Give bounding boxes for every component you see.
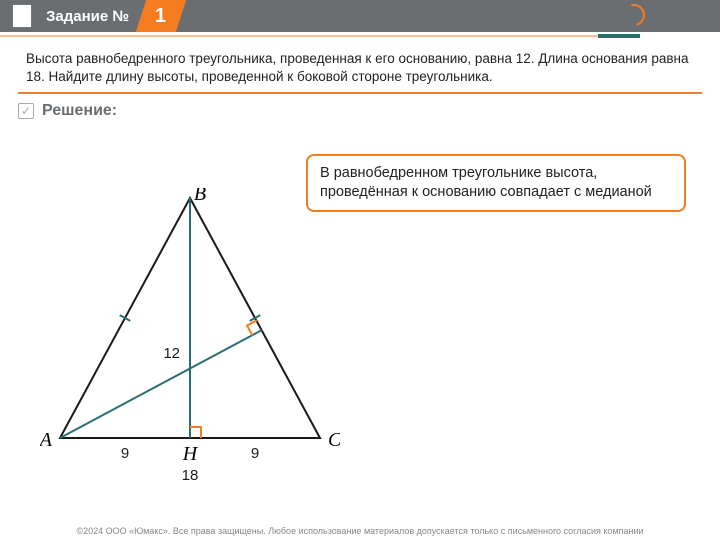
triangle-diagram: A B C H 12 9 9 18 (40, 188, 340, 498)
svg-text:H: H (182, 443, 199, 465)
task-number: 1 (156, 5, 167, 28)
svg-text:A: A (40, 429, 53, 451)
document-icon (12, 4, 32, 28)
brand-logo: MAXIMUM (623, 4, 706, 26)
note-box: В равнобедренном треугольнике высота, пр… (306, 154, 686, 212)
svg-text:B: B (194, 188, 206, 205)
copyright-footer: ©2024 ООО «Юмакс». Все права защищены. Л… (0, 522, 720, 540)
svg-text:9: 9 (121, 445, 129, 462)
header-underline (0, 32, 720, 40)
svg-text:12: 12 (163, 345, 180, 362)
solution-label: Решение: (42, 102, 117, 120)
problem-statement: Высота равнобедренного треугольника, про… (18, 44, 702, 94)
logo-icon (619, 0, 649, 30)
checkbox-icon: ✓ (18, 103, 34, 119)
svg-text:9: 9 (251, 445, 259, 462)
logo-text: MAXIMUM (649, 9, 706, 21)
task-number-badge: 1 (136, 0, 186, 32)
task-label: Задание № (46, 8, 129, 25)
svg-text:18: 18 (182, 467, 199, 484)
svg-text:C: C (328, 429, 340, 451)
solution-heading: ✓ Решение: (18, 102, 720, 120)
logo-subtext: EDUCATION (668, 24, 706, 30)
header-bar: Задание № 1 MAXIMUM EDUCATION (0, 0, 720, 32)
